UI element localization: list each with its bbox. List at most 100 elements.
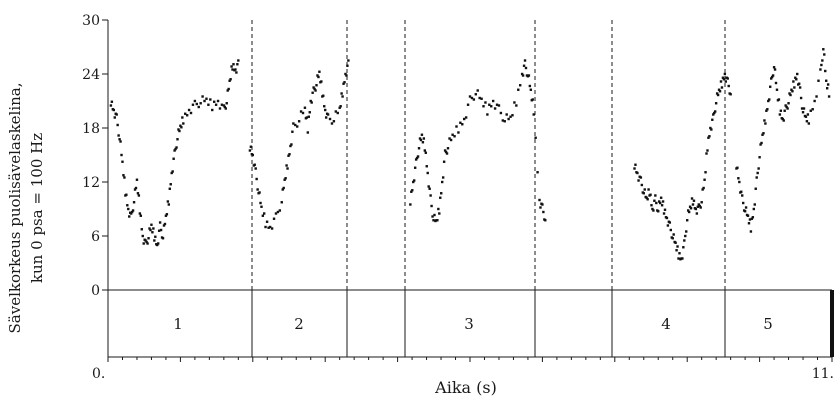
data-point xyxy=(258,191,261,194)
data-point xyxy=(278,209,282,212)
data-point xyxy=(418,137,422,140)
data-point xyxy=(185,114,189,117)
data-point xyxy=(288,153,291,156)
data-point xyxy=(756,171,759,175)
data-point xyxy=(488,103,491,106)
data-point xyxy=(821,59,824,62)
data-point xyxy=(774,81,778,85)
data-point xyxy=(224,107,227,110)
data-point xyxy=(690,197,694,200)
data-point xyxy=(663,208,667,211)
data-point xyxy=(793,86,796,89)
data-point xyxy=(134,186,138,190)
data-point xyxy=(165,213,169,216)
data-point xyxy=(713,110,717,113)
data-point xyxy=(683,239,686,242)
data-point xyxy=(421,141,425,144)
data-point xyxy=(314,89,317,92)
data-point xyxy=(315,84,318,87)
data-point xyxy=(633,167,636,170)
data-point xyxy=(796,72,799,76)
data-point xyxy=(294,123,297,127)
data-point xyxy=(815,95,818,98)
data-point xyxy=(781,117,784,121)
data-point xyxy=(789,93,792,97)
data-point xyxy=(301,111,305,115)
data-point xyxy=(784,104,787,107)
data-point xyxy=(308,111,311,114)
data-point xyxy=(539,206,542,209)
data-point xyxy=(276,210,280,214)
data-point xyxy=(758,156,761,159)
data-point xyxy=(687,210,691,214)
data-point xyxy=(336,111,339,115)
data-point xyxy=(214,103,218,106)
data-point xyxy=(717,88,721,91)
data-point xyxy=(478,96,481,100)
data-point xyxy=(268,225,272,229)
data-point xyxy=(671,237,674,240)
data-point xyxy=(486,113,489,116)
data-point xyxy=(173,149,176,152)
data-point xyxy=(474,93,477,96)
data-point xyxy=(262,212,266,215)
data-point xyxy=(439,196,442,199)
data-point xyxy=(411,189,414,192)
data-point xyxy=(178,129,181,133)
data-point xyxy=(444,150,448,154)
data-point xyxy=(666,224,670,227)
data-point xyxy=(772,66,776,69)
data-point xyxy=(675,249,678,252)
data-point xyxy=(806,113,810,116)
data-point xyxy=(120,153,123,157)
data-point xyxy=(309,99,312,103)
data-point xyxy=(691,203,695,206)
data-point xyxy=(482,105,485,108)
data-point xyxy=(417,147,421,150)
data-point xyxy=(709,126,712,130)
data-point xyxy=(117,134,120,137)
data-point xyxy=(112,108,115,112)
data-point xyxy=(193,99,197,103)
data-point xyxy=(260,205,263,208)
data-point xyxy=(443,149,447,152)
data-point xyxy=(760,141,763,145)
data-point xyxy=(167,203,171,206)
data-point xyxy=(209,98,212,101)
data-point xyxy=(668,221,672,224)
data-point xyxy=(287,154,290,157)
data-point xyxy=(657,210,660,213)
data-point xyxy=(763,119,766,122)
data-point xyxy=(429,194,432,197)
data-point xyxy=(289,144,292,148)
data-point xyxy=(823,53,826,56)
data-point xyxy=(227,87,230,91)
data-point xyxy=(343,81,346,84)
data-point xyxy=(647,188,650,191)
data-point xyxy=(659,196,663,199)
data-point xyxy=(769,85,772,88)
data-point xyxy=(424,151,427,154)
data-point xyxy=(786,107,789,110)
data-point xyxy=(130,210,134,214)
data-point xyxy=(282,186,285,190)
data-point xyxy=(236,63,239,66)
data-point xyxy=(346,64,349,67)
data-point xyxy=(145,240,148,244)
data-point xyxy=(248,149,252,152)
data-point xyxy=(704,171,707,174)
data-point xyxy=(753,203,756,206)
data-point xyxy=(256,188,259,191)
y-tick-label: 0 xyxy=(91,283,100,299)
data-point xyxy=(724,80,728,83)
data-point xyxy=(156,243,159,247)
data-point xyxy=(332,120,336,123)
data-point xyxy=(706,149,709,152)
data-point xyxy=(115,113,118,116)
data-point xyxy=(654,194,657,197)
data-point xyxy=(688,205,692,208)
data-point xyxy=(729,93,732,96)
data-point xyxy=(170,171,173,175)
data-point xyxy=(127,207,130,211)
